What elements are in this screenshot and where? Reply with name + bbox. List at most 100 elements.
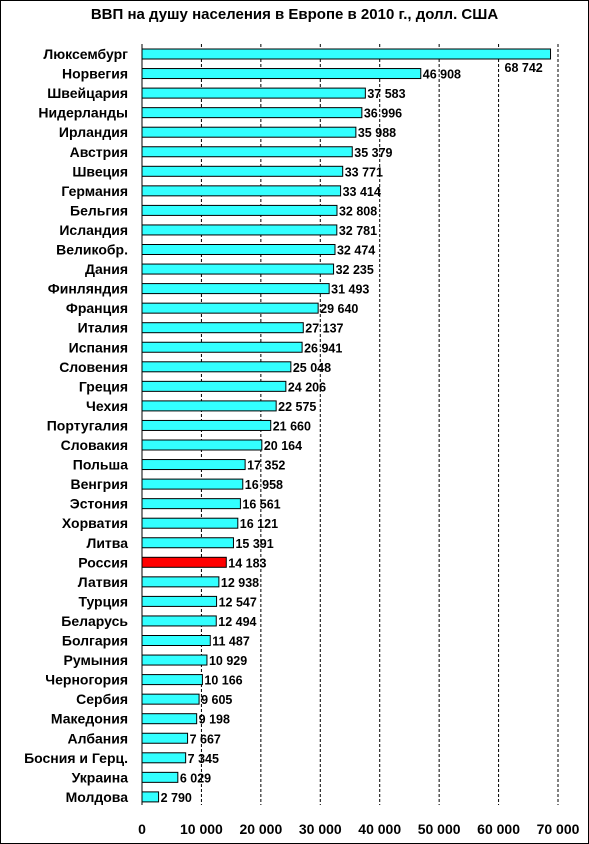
bar: [141, 419, 272, 431]
category-label: Финляндия: [48, 281, 128, 297]
value-label: 12 938: [221, 576, 259, 590]
x-tick-label: 60 000: [477, 821, 520, 837]
value-label: 2 790: [161, 791, 192, 805]
bar: [141, 380, 287, 392]
value-label: 16 121: [240, 517, 278, 531]
bar: [141, 302, 319, 314]
bar: [141, 126, 357, 138]
category-label: Австрия: [70, 144, 128, 160]
bar: [141, 615, 217, 627]
category-label: Черногория: [45, 672, 128, 688]
bar: [141, 713, 198, 725]
value-label: 32 808: [339, 204, 377, 218]
category-label: Чехия: [86, 398, 128, 414]
bar: [141, 517, 239, 529]
category-label: Турция: [78, 593, 128, 609]
bar: [141, 87, 366, 99]
x-tick-label: 30 000: [299, 821, 342, 837]
bars: [141, 48, 552, 803]
bar: [141, 752, 187, 764]
category-labels: Люксембург Норвегия Швейцария Нидерланды Ирл…: [24, 46, 128, 805]
value-label: 27 137: [305, 322, 343, 336]
bar: [141, 146, 353, 158]
value-label: 26 941: [304, 341, 342, 355]
value-label: 9 605: [201, 693, 232, 707]
bar: [141, 576, 220, 588]
value-label: 32 235: [336, 263, 374, 277]
category-label: Люксембург: [43, 46, 128, 62]
category-label: Дания: [85, 261, 128, 277]
x-tick-label: 0: [138, 821, 146, 837]
category-label: Польша: [73, 457, 128, 473]
category-label: Болгария: [62, 633, 128, 649]
value-label: 24 206: [288, 380, 326, 394]
category-label: Испания: [69, 339, 128, 355]
bar: [141, 654, 208, 666]
bar: [141, 693, 200, 705]
value-label: 7 667: [190, 732, 221, 746]
bar: [141, 732, 189, 744]
bar: [141, 400, 277, 412]
bar: [141, 478, 244, 490]
value-label: 46 908: [423, 68, 461, 82]
bar: [141, 595, 218, 607]
value-label: 10 929: [209, 654, 247, 668]
category-label: Албания: [68, 730, 128, 746]
category-label: Сербия: [76, 691, 128, 707]
value-label: 16 561: [242, 498, 280, 512]
x-tick-label: 20 000: [239, 821, 282, 837]
value-label: 17 352: [247, 459, 285, 473]
bar: [141, 635, 211, 646]
value-label: 33 771: [345, 165, 383, 179]
value-label: 25 048: [293, 361, 331, 375]
value-label: 21 660: [273, 419, 311, 433]
value-label: 10 166: [204, 674, 242, 688]
bar: [141, 771, 179, 783]
value-label: 12 494: [218, 615, 256, 629]
value-label: 33 414: [343, 185, 381, 199]
value-label: 29 640: [320, 302, 358, 316]
category-label: Франция: [66, 300, 128, 316]
value-label: 68 742: [505, 61, 543, 75]
value-label: 32 781: [339, 224, 377, 238]
category-label: Великобр.: [56, 242, 128, 258]
bar: [141, 165, 344, 177]
bar: [141, 341, 303, 353]
value-label: 32 474: [337, 244, 375, 258]
bar: [141, 361, 292, 373]
bar: [141, 68, 422, 80]
value-label: 37 583: [367, 87, 405, 101]
category-label: Словакия: [61, 437, 128, 453]
value-label: 31 493: [331, 283, 369, 297]
value-label: 35 379: [354, 146, 392, 160]
category-label: Греция: [79, 378, 128, 394]
value-label: 16 958: [245, 478, 283, 492]
category-label: Венгрия: [70, 476, 128, 492]
category-label: Беларусь: [61, 613, 128, 629]
category-label: Швейцария: [47, 85, 128, 101]
category-label: Германия: [61, 183, 128, 199]
category-label: Исландия: [59, 222, 128, 238]
x-tick-label: 70 000: [537, 821, 580, 837]
bar: [141, 107, 363, 119]
bar: [141, 48, 552, 60]
bar: [141, 283, 330, 295]
category-label: Эстония: [70, 496, 128, 512]
value-label: 35 988: [358, 126, 396, 140]
value-label: 20 164: [264, 439, 302, 453]
category-label: Италия: [78, 320, 128, 336]
category-label: Хорватия: [62, 515, 128, 531]
x-tick-label: 40 000: [358, 821, 401, 837]
category-label: Швеция: [72, 163, 128, 179]
bar: [141, 185, 342, 197]
bar: [141, 674, 203, 686]
value-labels: 68 742 46 908 37 583 36 996 35 988 35 379 33 7…: [161, 61, 543, 805]
category-label: Норвегия: [62, 66, 128, 82]
bar: [141, 498, 241, 510]
category-label: Бельгия: [70, 202, 128, 218]
category-label: Ирландия: [59, 124, 128, 140]
value-label: 36 996: [364, 107, 402, 121]
value-label: 22 575: [278, 400, 316, 414]
bar: [141, 263, 335, 275]
